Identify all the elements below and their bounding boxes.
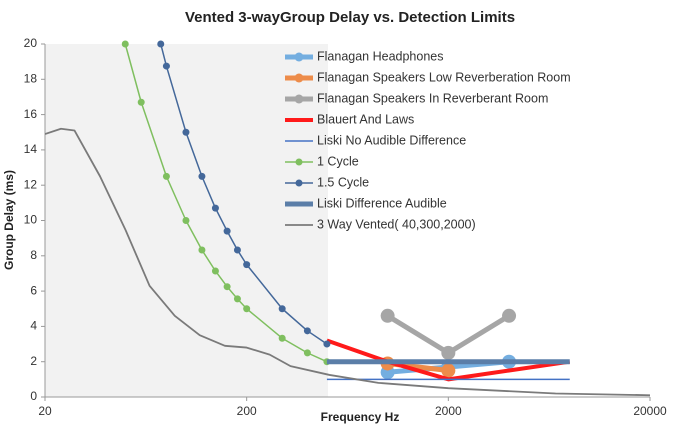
y-tick-label: 0 [30,389,37,403]
legend-marker [295,179,303,187]
data-point [441,345,456,360]
legend-marker [294,52,304,62]
legend-label: 1.5 Cycle [317,175,369,189]
y-tick-label: 8 [30,248,37,262]
series-line [124,44,328,363]
y-tick-label: 14 [24,142,38,156]
legend-label: Flanagan Speakers In Reverberant Room [317,91,548,105]
data-point [211,267,219,275]
data-point [157,40,165,48]
legend-marker [295,158,303,166]
legend-label: Liski No Audible Difference [317,133,466,147]
data-point [243,305,251,313]
data-point [303,349,311,357]
data-point [162,172,170,180]
data-point [441,363,456,378]
x-tick-label: 20 [38,404,52,418]
data-point [323,340,331,348]
y-tick-label: 16 [24,107,38,121]
legend-label: Flanagan Speakers Low Reverberation Room [317,70,571,84]
legend-label: 1 Cycle [317,154,359,168]
x-axis-label: Frequency Hz [321,410,400,424]
y-tick-label: 10 [24,213,38,227]
data-point [502,308,517,323]
y-tick-label: 18 [24,71,38,85]
x-tick-label: 200 [237,404,257,418]
x-tick-label: 2000 [435,404,462,418]
data-point [121,40,129,48]
y-axis-label: Group Delay (ms) [2,170,16,270]
data-point [223,227,231,235]
data-point [223,283,231,291]
y-tick-label: 12 [24,177,38,191]
data-point [278,305,286,313]
data-point [198,246,206,254]
data-point [380,308,395,323]
x-tick-label: 20000 [633,404,667,418]
data-point [278,334,286,342]
legend-label: Liski Difference Audible [317,196,447,210]
series-line [45,127,650,397]
y-tick-label: 2 [30,354,37,368]
data-point [182,128,190,136]
data-point [137,98,145,106]
legend-marker [294,73,304,83]
legend-label: Blauert And Laws [317,112,414,126]
y-tick-label: 4 [30,319,37,333]
data-point [198,172,206,180]
chart-title: Vented 3-wayGroup Delay vs. Detection Li… [185,9,515,26]
data-point [303,327,311,335]
legend-marker [294,94,304,104]
legend-label: Flanagan Headphones [317,49,444,63]
y-tick-label: 20 [24,36,38,50]
y-tick-label: 6 [30,283,37,297]
data-point [182,217,190,224]
legend-label: 3 Way Vented( 40,300,2000) [317,217,476,231]
data-point [162,62,170,70]
data-point [233,295,241,303]
data-point [243,261,251,269]
data-point [233,246,241,254]
data-point [211,204,219,212]
